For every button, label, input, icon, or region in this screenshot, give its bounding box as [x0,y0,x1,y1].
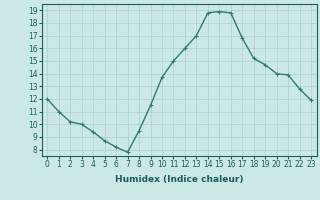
X-axis label: Humidex (Indice chaleur): Humidex (Indice chaleur) [115,175,244,184]
